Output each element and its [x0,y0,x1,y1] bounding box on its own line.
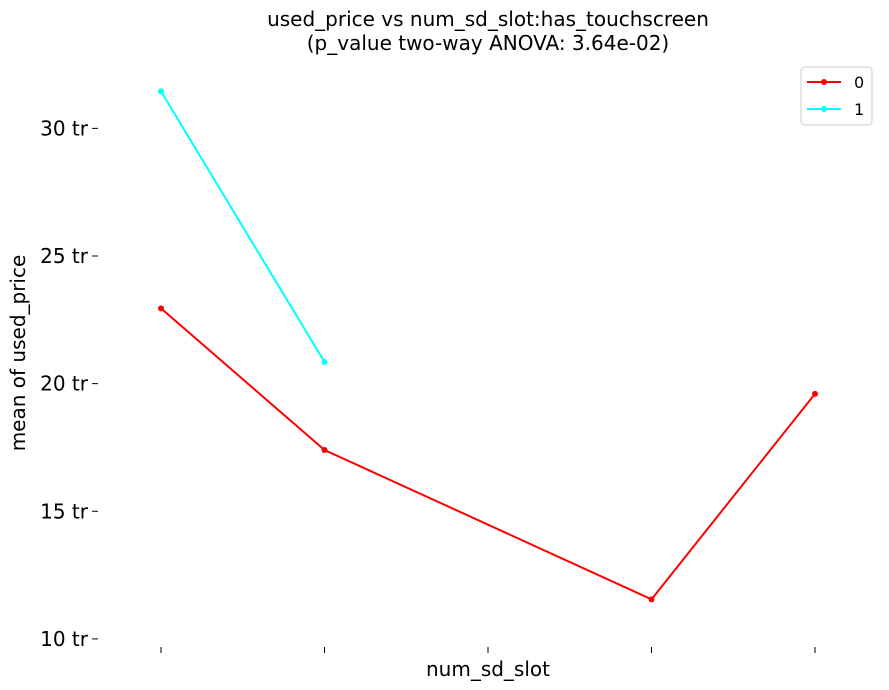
chart-title: used_price vs num_sd_slot:has_touchscree… [267,7,709,31]
data-point [158,305,164,312]
y-tick-label: 20 tr [40,372,89,396]
plot-area [158,88,818,603]
y-axis: 10 tr 15 tr 20 tr 25 tr 30 tr [40,116,98,651]
legend-item-1: 1 [807,100,864,119]
data-point [158,88,164,95]
chart-subtitle: (p_value two-way ANOVA: 3.64e-02) [307,31,669,55]
series-line-0 [160,307,816,601]
data-point [321,358,328,365]
y-tick-label: 30 tr [40,116,89,140]
legend-marker [821,106,827,112]
legend-label: 1 [854,100,864,119]
y-axis-label: mean of used_price [6,255,30,452]
data-point [648,596,655,603]
y-tick-label: 15 tr [40,499,89,523]
y-tick-label: 10 tr [40,627,89,651]
legend-item-0: 0 [807,73,864,92]
y-tick-label: 25 tr [40,244,89,268]
data-point [812,390,818,397]
legend: 01 [800,66,873,126]
data-point [321,447,328,453]
legend-marker [821,79,827,85]
x-axis [160,647,816,653]
legend-label: 0 [854,73,864,92]
x-axis-label: num_sd_slot [426,657,550,681]
series-line-1 [160,90,326,363]
